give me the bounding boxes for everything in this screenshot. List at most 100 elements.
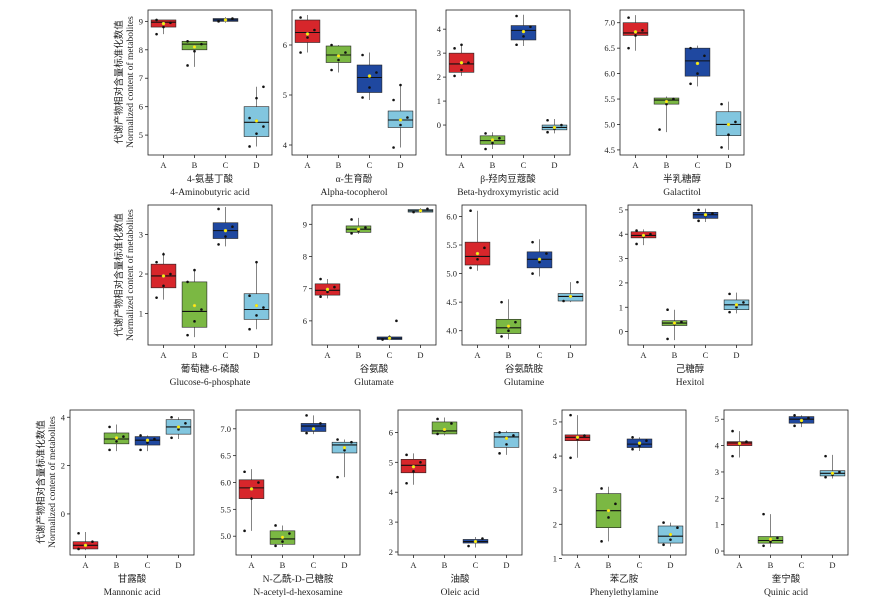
mean-marker — [254, 303, 259, 308]
data-point — [538, 260, 541, 264]
x-tick-label: C — [703, 350, 709, 360]
mean-marker — [568, 294, 573, 299]
box-C — [356, 52, 383, 100]
data-point — [153, 437, 156, 441]
panel-title-cn: N-乙酰-D-己糖胺 — [263, 573, 334, 585]
data-point — [122, 435, 125, 438]
y-tick-label: 6 — [389, 427, 393, 437]
data-point — [720, 146, 723, 149]
y-tick-label: 2 — [61, 461, 65, 471]
data-point — [224, 235, 227, 238]
x-tick-label: B — [672, 350, 678, 360]
y-tick-label: 1 — [553, 553, 557, 563]
panel-title-en: Mannonic acid — [104, 588, 161, 598]
y-tick-label: 3 — [619, 254, 623, 264]
y-tick-label: 1 — [715, 520, 719, 530]
data-point — [627, 16, 630, 19]
box-D — [819, 454, 846, 479]
panel-frame — [561, 409, 687, 556]
y-tick-label: 2 — [619, 278, 623, 288]
y-tick-label: 0 — [619, 327, 623, 337]
mean-marker — [521, 29, 526, 34]
y-tick-label: 5.0 — [446, 269, 457, 279]
box-D — [493, 430, 520, 455]
data-point — [77, 531, 80, 535]
box-D — [243, 260, 270, 331]
box-D — [723, 292, 750, 314]
data-point — [306, 36, 309, 39]
y-tick-label: 1 — [437, 96, 441, 106]
data-point — [498, 452, 501, 455]
y-tick-label: 4 — [619, 229, 624, 239]
box-B — [269, 524, 296, 548]
y-tick-label: 5.5 — [220, 504, 231, 514]
mean-marker — [575, 435, 580, 440]
mean-marker — [387, 336, 392, 340]
y-axis-label-row-1: 代谢产物相对含量标准化数值 Normalized content of metab… — [113, 16, 136, 148]
data-point — [734, 120, 737, 124]
data-point — [399, 83, 402, 87]
box-D — [165, 415, 192, 440]
data-point — [319, 295, 322, 299]
x-tick-label: D — [503, 560, 509, 570]
x-tick-label: B — [442, 560, 448, 570]
y-tick-label: 4 — [283, 140, 288, 150]
box-D — [715, 101, 742, 150]
mean-marker — [223, 228, 228, 233]
data-point — [155, 32, 158, 36]
y-tick-label: 6.0 — [604, 69, 615, 79]
panel-frame — [147, 9, 273, 156]
x-tick-label: A — [324, 350, 331, 360]
panel-6: 6 7 8 9 A B C D 谷氨酸 Glutamate — [303, 204, 437, 388]
y-tick-label: 2 — [715, 493, 719, 503]
box-A — [448, 43, 475, 78]
x-tick-label: A — [574, 560, 581, 570]
x-tick-label: C — [367, 160, 373, 170]
y-tick-label: 5.0 — [604, 119, 615, 129]
data-point — [169, 21, 172, 25]
y-tick-label: 6 — [283, 40, 287, 50]
data-point — [313, 28, 316, 32]
box-C — [376, 319, 403, 341]
panel-title-en: Glutamate — [354, 378, 394, 388]
data-point — [600, 487, 603, 490]
data-point — [522, 35, 525, 38]
data-point — [139, 448, 142, 452]
mean-marker — [633, 30, 638, 34]
data-point — [476, 257, 479, 261]
data-point — [412, 210, 415, 214]
data-point — [186, 64, 189, 67]
box-C — [626, 435, 653, 451]
y-tick-label: 7 — [303, 284, 307, 294]
x-tick-label: C — [223, 160, 229, 170]
x-tick-label: C — [637, 560, 643, 570]
data-point — [696, 72, 699, 75]
data-point — [155, 260, 158, 264]
data-point — [514, 320, 517, 324]
box-A — [150, 18, 177, 36]
data-point — [170, 415, 173, 419]
box-A — [630, 229, 657, 246]
data-point — [217, 207, 220, 211]
mean-marker — [734, 303, 739, 307]
data-point — [576, 280, 579, 284]
data-point — [491, 141, 494, 145]
box-C — [788, 413, 815, 428]
data-point — [500, 300, 503, 304]
panel-title-en: 4-Aminobutyric acid — [170, 188, 250, 198]
data-point — [807, 416, 810, 420]
data-point — [631, 447, 634, 451]
box-B — [181, 268, 208, 338]
y-tick-label: 4 — [437, 24, 442, 34]
data-point — [776, 536, 779, 540]
box-D — [541, 118, 568, 134]
data-point — [728, 292, 731, 296]
mean-marker — [356, 227, 361, 231]
data-point — [745, 440, 748, 443]
box-A — [314, 277, 341, 299]
data-point — [498, 136, 501, 140]
box-C — [462, 537, 489, 548]
data-point — [330, 43, 333, 47]
panel-frame — [291, 9, 417, 156]
x-tick-label: A — [458, 160, 465, 170]
